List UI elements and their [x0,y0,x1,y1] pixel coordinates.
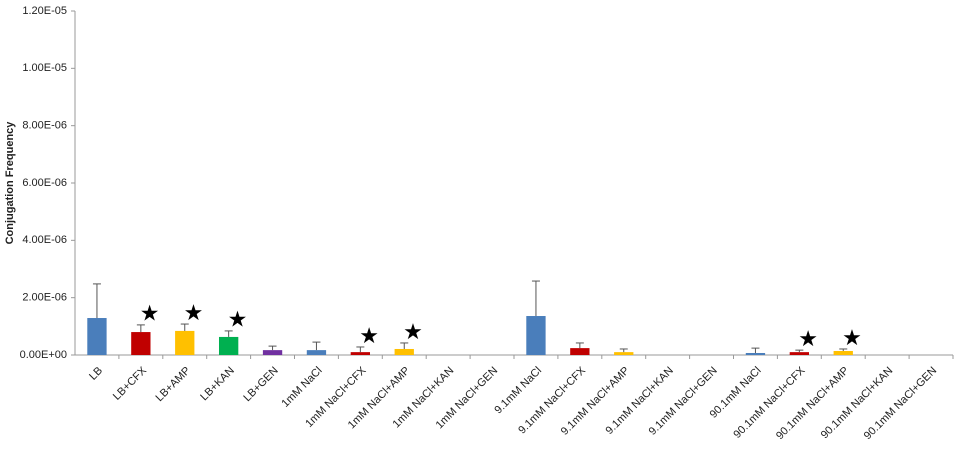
bar [350,352,371,355]
error-bar [356,346,365,353]
error-bar [136,324,145,333]
bar [218,336,239,355]
x-tick-label: LB [87,365,105,383]
significance-star: ★ [798,326,818,351]
error-bar [92,283,101,319]
y-tick-label: 2.00E-06 [22,292,67,304]
y-tick-label: 1.00E-05 [22,62,67,74]
y-tick-label: 0.00E+00 [20,349,67,361]
bar [262,350,283,355]
bar [614,352,634,355]
x-tick-label: LB+AMP [154,365,193,404]
error-bar [268,345,277,351]
x-tick-label: LB+GEN [241,365,280,404]
error-bar [619,348,628,353]
error-bar [575,342,584,349]
y-tick-label: 4.00E-06 [22,234,67,246]
bar [526,316,546,355]
error-bar [400,342,409,349]
bar [131,332,151,355]
significance-star: ★ [228,307,248,332]
bar [306,350,327,355]
y-axis-title: Conjugation Frequency [4,121,16,245]
bar [394,348,414,355]
error-bar [795,349,804,353]
x-tick-label: LB+CFX [111,364,150,403]
significance-star: ★ [359,323,379,348]
significance-star: ★ [403,319,423,344]
significance-star: ★ [184,300,204,325]
significance-star: ★ [140,301,160,326]
error-bar [312,341,321,351]
bar [87,318,107,355]
x-tick-label: 90.1mM NaCl+AMP [774,365,851,442]
x-tick-label: LB+KAN [198,365,237,404]
x-tick-label: 1mM NaCl [279,365,324,410]
y-tick-label: 6.00E-06 [22,177,67,189]
bar [833,350,853,355]
bar [175,330,195,355]
error-bar [224,330,233,337]
y-tick-label: 1.20E-05 [22,5,67,17]
y-tick-label: 8.00E-06 [22,120,67,132]
error-bar [839,348,848,351]
error-bar [751,347,760,353]
x-tick-label: 90.1mM NaCl+GEN [862,365,939,442]
bar [745,352,766,355]
error-bar [180,323,189,331]
bar [570,348,590,355]
significance-star: ★ [842,325,862,350]
error-bar [531,280,540,317]
bar [789,352,810,355]
